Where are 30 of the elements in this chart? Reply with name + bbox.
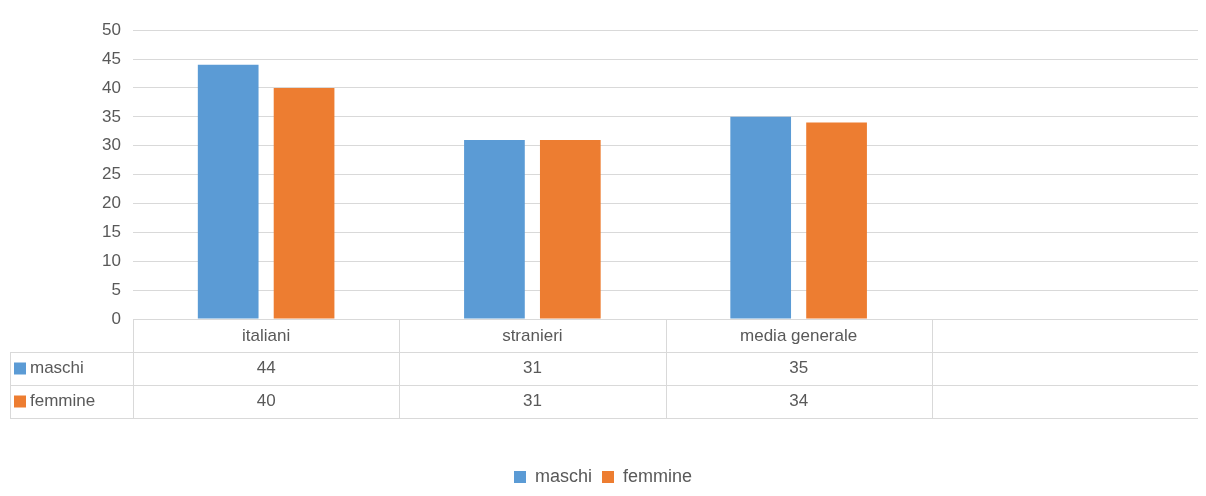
x-tick-label: media generale xyxy=(740,325,858,345)
data-label: 31 xyxy=(522,391,542,411)
bar xyxy=(730,116,792,319)
y-tick-label: 0 xyxy=(111,308,121,328)
bar xyxy=(464,139,525,319)
y-tick-label: 35 xyxy=(102,106,121,126)
legend-label: maschi xyxy=(30,358,84,378)
bar xyxy=(197,64,259,319)
y-tick-label: 15 xyxy=(102,222,121,242)
y-tick-label: 30 xyxy=(102,135,121,155)
x-tick-label: italiani xyxy=(242,325,291,345)
data-label: 35 xyxy=(789,358,809,378)
y-tick-label: 5 xyxy=(111,279,121,299)
x-tick-label: stranieri xyxy=(502,325,563,345)
data-label: 44 xyxy=(256,358,276,378)
bar xyxy=(806,122,867,319)
legend-label: femmine xyxy=(623,465,693,486)
data-label: 40 xyxy=(256,391,276,411)
bar xyxy=(539,139,601,319)
y-tick-label: 50 xyxy=(102,19,121,39)
text: maschi xyxy=(534,465,592,486)
text: femmine xyxy=(30,391,96,411)
data-label: 34 xyxy=(789,391,809,411)
bar xyxy=(273,87,335,319)
data-label: 31 xyxy=(522,358,542,378)
y-tick-label: 10 xyxy=(102,250,121,270)
y-tick-label: 40 xyxy=(102,77,121,97)
y-tick-label: 20 xyxy=(102,193,121,213)
y-tick-label: 25 xyxy=(102,164,121,184)
y-tick-label: 45 xyxy=(102,48,121,68)
